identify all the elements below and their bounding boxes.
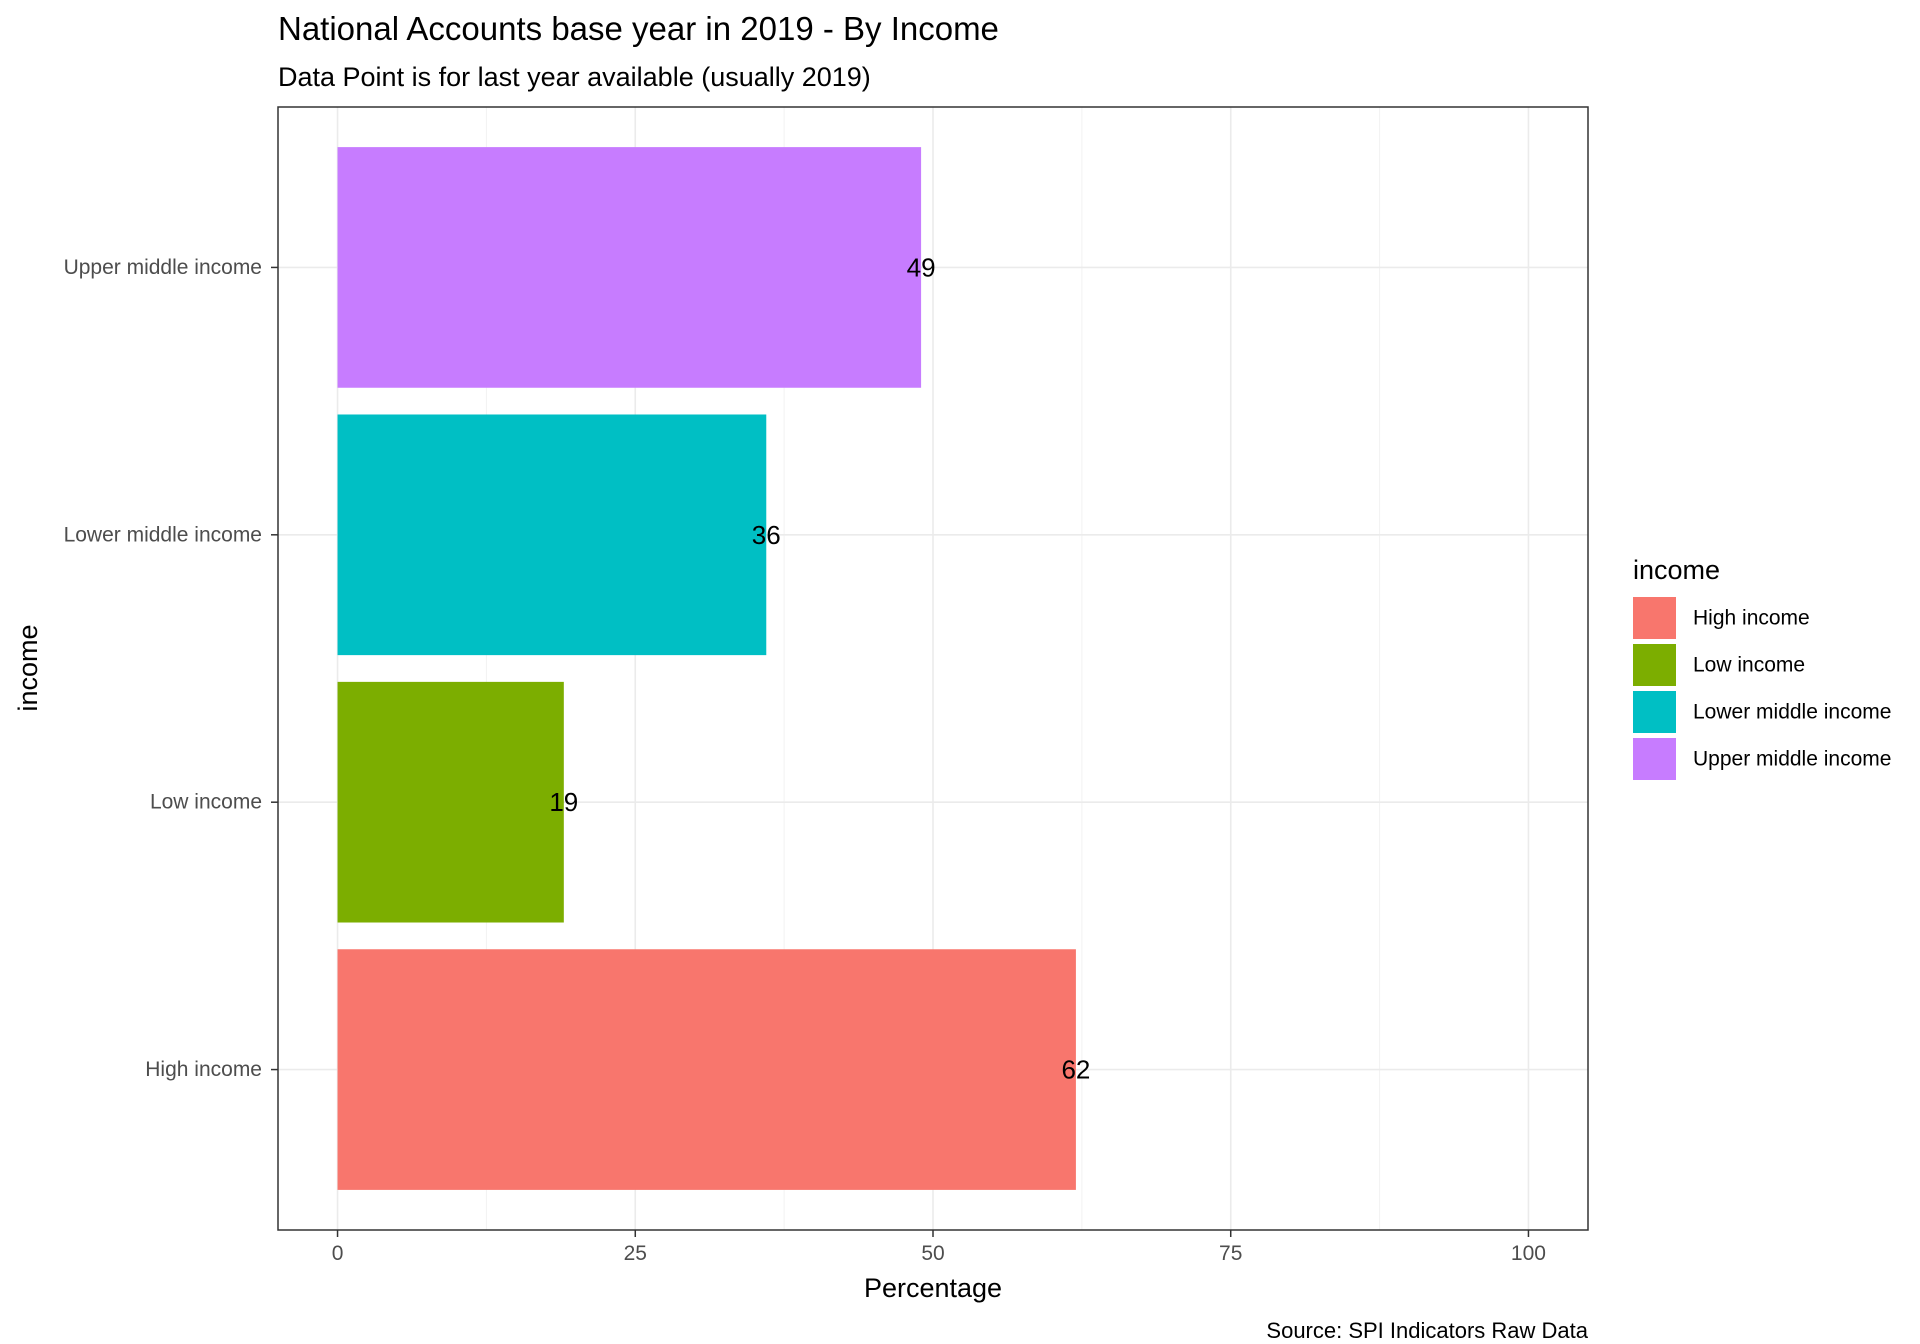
legend-label-low-income: Low income [1693, 654, 1805, 677]
data-label-lower-middle-income: 36 [752, 520, 781, 550]
y-axis: High income Low income Lower middle income… [64, 256, 278, 1081]
legend-key-upper-middle-income [1633, 738, 1676, 780]
y-tick-label-low-income: Low income [150, 791, 262, 814]
chart-subtitle: Data Point is for last year available (u… [278, 62, 871, 92]
x-tick-label: 50 [921, 1242, 944, 1265]
chart-title: National Accounts base year in 2019 - By… [278, 10, 999, 47]
bar-high-income [337, 949, 1076, 1190]
data-label-upper-middle-income: 49 [907, 252, 936, 282]
legend: income High income Low income Lower middle… [1633, 555, 1891, 780]
bar-lower-middle-income [337, 414, 767, 656]
legend-label-lower-middle-income: Lower middle income [1693, 701, 1891, 724]
legend-key-lower-middle-income [1633, 691, 1676, 733]
legend-title: income [1633, 555, 1720, 585]
y-axis-title: income [13, 624, 43, 711]
x-tick-label: 0 [332, 1242, 344, 1265]
y-tick-label-high-income: High income [145, 1058, 262, 1081]
y-tick-label-lower-middle-income: Lower middle income [64, 523, 262, 546]
legend-label-upper-middle-income: Upper middle income [1693, 748, 1891, 771]
x-tick-label: 100 [1511, 1242, 1546, 1265]
x-axis: 0 25 50 75 100 [332, 1230, 1546, 1265]
legend-key-high-income [1633, 597, 1676, 639]
bar-low-income [337, 681, 564, 923]
x-axis-title: Percentage [864, 1273, 1002, 1303]
bar-layer [337, 147, 1076, 1190]
legend-label-high-income: High income [1693, 607, 1810, 630]
legend-key-low-income [1633, 644, 1676, 686]
data-label-high-income: 62 [1061, 1055, 1090, 1085]
x-tick-label: 75 [1219, 1242, 1242, 1265]
bar-upper-middle-income [337, 147, 922, 388]
y-tick-label-upper-middle-income: Upper middle income [64, 256, 262, 279]
chart-caption: Source: SPI Indicators Raw Data [1266, 1318, 1588, 1343]
x-tick-label: 25 [624, 1242, 647, 1265]
data-label-layer: 62 19 36 49 [549, 252, 1090, 1084]
data-label-low-income: 19 [549, 787, 578, 817]
